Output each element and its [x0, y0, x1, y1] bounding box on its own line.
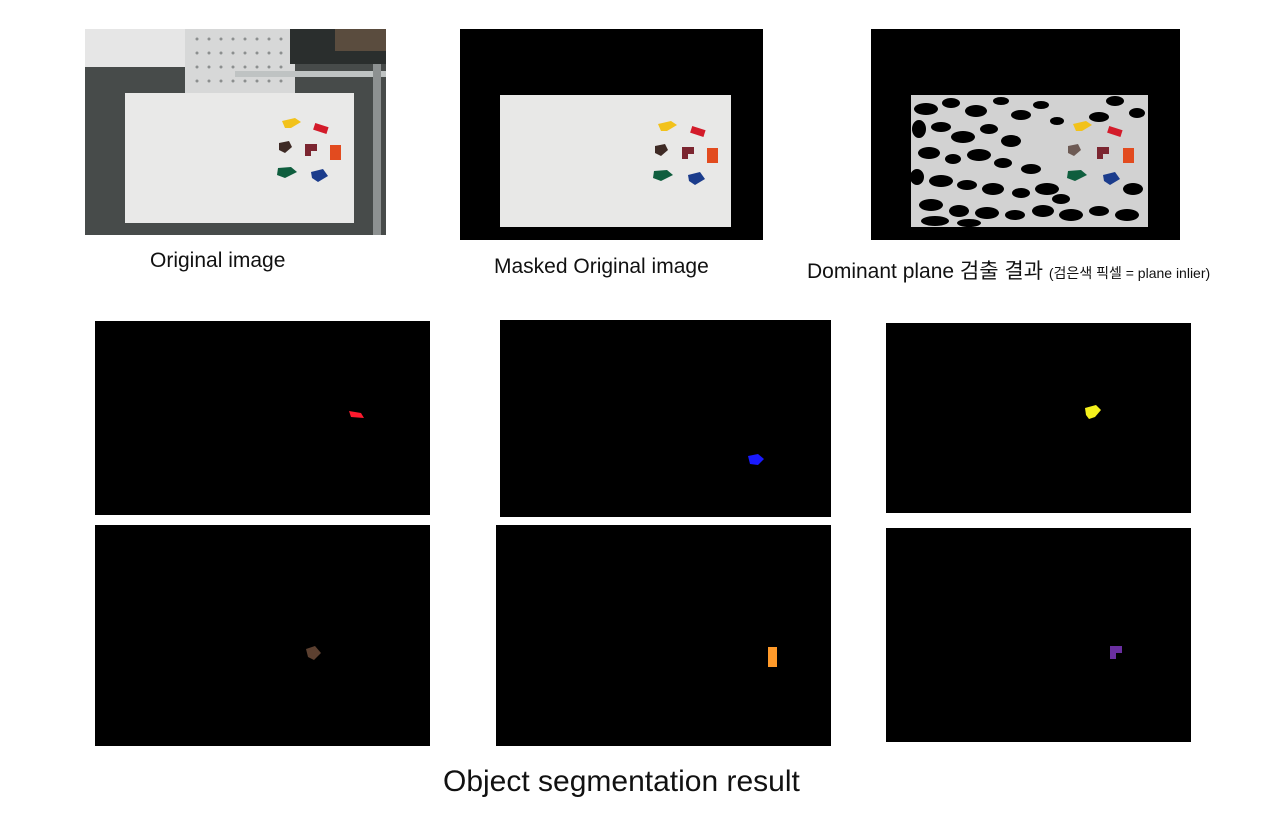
- segmentation-panel-brown: [95, 525, 430, 746]
- segment-blue-object: [748, 454, 764, 465]
- masked-image-scene: [460, 29, 763, 240]
- segmentation-result-caption: Object segmentation result: [443, 765, 800, 798]
- segment-purple-object: [1110, 646, 1122, 659]
- dominant-plane-caption-main: Dominant plane 검출 결과: [807, 260, 1044, 283]
- segment-brown-object: [306, 646, 321, 660]
- dominant-plane-scene: [871, 29, 1180, 240]
- segmentation-panel-red: [95, 321, 430, 515]
- masked-image-caption: Masked Original image: [494, 255, 709, 278]
- dominant-plane-panel: [871, 29, 1180, 240]
- segmentation-panel-purple: [886, 528, 1191, 742]
- dominant-plane-caption: Dominant plane 검출 결과 (검은색 픽셀 = plane inl…: [807, 255, 1210, 285]
- plane-blocks: [1067, 121, 1134, 185]
- original-image-panel: [85, 29, 386, 235]
- dominant-plane-caption-note: (검은색 픽셀 = plane inlier): [1048, 265, 1211, 281]
- segment-red-object: [349, 411, 364, 418]
- segmentation-panel-yellow: [886, 323, 1191, 513]
- masked-blocks: [653, 121, 718, 185]
- segment-orange-object: [768, 647, 777, 667]
- segment-yellow-object: [1085, 405, 1101, 419]
- masked-image-panel: [460, 29, 763, 240]
- original-image-caption: Original image: [150, 249, 286, 272]
- segmentation-panel-blue: [500, 320, 831, 517]
- original-blocks: [277, 118, 341, 182]
- original-image-scene: [85, 29, 386, 235]
- segmentation-panel-orange: [496, 525, 831, 746]
- plane-inlier-blobs: [910, 96, 1145, 227]
